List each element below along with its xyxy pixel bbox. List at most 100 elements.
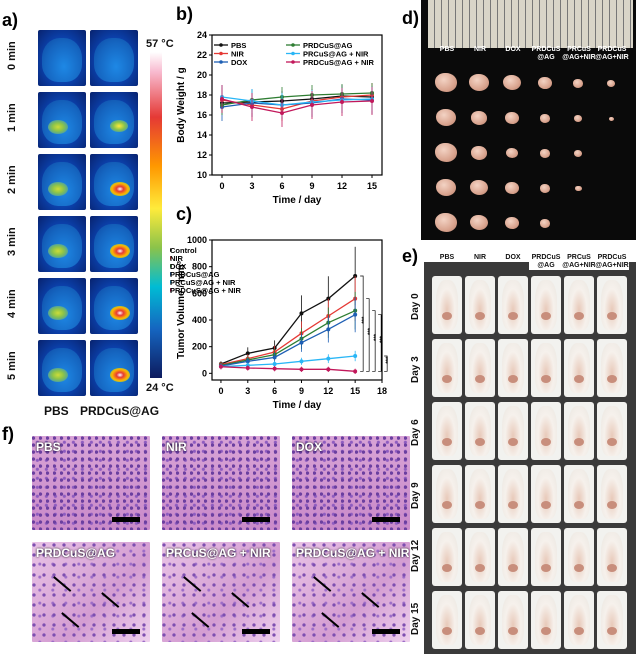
day-label: Day 15 [410,602,421,635]
series-line [221,96,373,106]
mouse-photo [564,339,594,397]
tumor-specimen [435,143,457,162]
time-label: 1 min [6,103,18,132]
tumor-specimen [573,79,583,88]
tumor-specimen [540,114,550,123]
legend-label: PRDCuS@AG [303,41,353,50]
thermal-image-pbs [38,154,86,210]
column-label-prdcus-ag: PRDCuS@AG [80,404,160,418]
series-line [220,275,356,365]
mouse-photo [465,465,495,523]
time-label: 3 min [6,227,18,256]
time-label: 4 min [6,289,18,318]
panel-d-label: d) [402,8,419,28]
data-point [326,327,331,332]
arrow-icon [231,592,250,608]
thermal-image-pbs [38,278,86,334]
significance-label: *** [374,333,380,341]
x-tick-label: 15 [350,386,360,396]
mouse-photo [498,591,528,649]
data-point [245,359,250,364]
column-label-pbs: PBS [44,404,69,418]
temperature-colorbar [150,52,162,378]
series-line [220,298,356,366]
tumor-specimen [436,109,456,126]
data-point [353,274,358,278]
scale-bar [372,629,400,634]
data-point [272,362,277,366]
data-point [326,367,331,372]
significance-bracket [366,298,370,372]
scale-bar [112,517,140,522]
thermal-image-prdcus-ag [90,92,138,148]
plot-frame [211,34,383,176]
data-point [299,367,304,372]
histology-title: PRCuS@AG + NIR [166,546,271,560]
mouse-column-label: NIR [463,254,497,262]
data-point [272,366,277,371]
y-tick-label: 16 [197,110,207,120]
series-line [220,310,356,366]
thermal-image-prdcus-ag [90,154,138,210]
y-tick-label: 24 [197,30,207,40]
histology-image: PRDCuS@AG + NIR [292,542,410,642]
mouse-photo [498,402,528,460]
histology-title: PRDCuS@AG + NIR [296,546,410,560]
tumor-specimen [435,213,457,232]
tumor-specimen [608,116,614,121]
x-tick-label: 9 [309,181,314,191]
time-label: 2 min [6,165,18,194]
significance-label: *** [368,327,374,335]
legend-marker [291,60,295,64]
tumor-specimen [540,184,550,193]
thermal-image-prdcus-ag [90,340,138,396]
tumor-column-label: PRCuS @AG+NIR [562,46,596,61]
mouse-photo [432,591,462,649]
tumor-specimen [506,148,518,159]
y-tick-label: 600 [192,288,207,298]
mouse-photo [432,339,462,397]
mouse-photo [531,276,561,334]
histology-image: PBS [32,436,150,530]
tumor-specimen [574,150,582,157]
y-axis-label: Tumor Volume / mm³ [176,260,187,359]
panel-a-label: a) [2,10,19,30]
tumor-specimen [607,80,615,87]
legend-label: DOX [170,262,186,271]
y-tick-label: 400 [192,315,207,325]
histology-image: NIR [162,436,280,530]
thermal-image-pbs [38,92,86,148]
x-tick-label: 12 [323,386,333,396]
x-tick-label: 12 [337,181,347,191]
tumor-specimen [505,217,519,229]
y-tick-label: 20 [197,70,207,80]
legend-marker [291,51,295,56]
colorbar-min-label: 24 °C [146,382,174,394]
legend-label: PRDCuS@AG + NIR [303,58,374,67]
legend-marker [219,51,223,56]
data-point [326,296,331,301]
legend-label: NIR [231,50,245,59]
data-point [218,364,223,369]
tumor-specimen [505,182,519,194]
y-tick-label: 1000 [187,235,207,245]
significance-bracket [384,355,388,372]
x-tick-label: 9 [299,386,304,396]
data-point [310,103,314,107]
x-tick-label: 6 [272,386,277,396]
mouse-photo [465,402,495,460]
legend-marker [291,43,295,47]
data-point [280,111,284,115]
tumor-specimen [470,180,488,196]
data-point [340,100,344,104]
significance-bracket [360,275,364,372]
panel-b-label: b) [176,4,193,24]
arrow-icon [361,592,380,608]
x-tick-label: 6 [279,181,284,191]
mouse-column-label: PRDCuS @AG+NIR [595,254,629,270]
body-weight-chart: 10 12 14 16 18 20 22 24 0 3 6 9 12 15 Time / day Body W… [176,30,383,206]
histology-image: DOX [292,436,410,530]
tumor-specimen [471,146,487,160]
series-line [220,314,356,367]
thermal-image-pbs [38,216,86,272]
